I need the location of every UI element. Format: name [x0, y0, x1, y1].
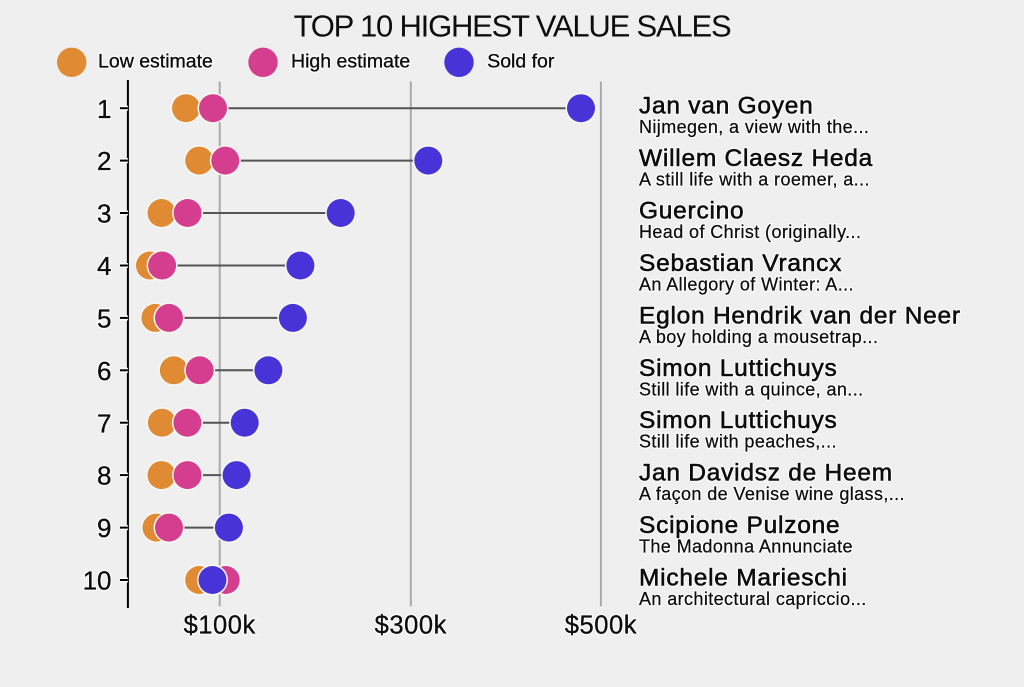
svg-text:An Allegory of Winter: A...: An Allegory of Winter: A...: [639, 275, 854, 295]
svg-text:$300k: $300k: [375, 611, 447, 639]
svg-text:8: 8: [97, 461, 111, 491]
svg-text:$100k: $100k: [184, 611, 256, 639]
svg-text:1: 1: [97, 94, 111, 124]
svg-text:Michele Marieschi: Michele Marieschi: [639, 565, 848, 592]
svg-text:Still life with a quince, an..: Still life with a quince, an...: [639, 379, 864, 399]
svg-text:An architectural capriccio...: An architectural capriccio...: [639, 589, 867, 609]
svg-text:High estimate: High estimate: [291, 51, 410, 73]
svg-text:Jan van Goyen: Jan van Goyen: [639, 93, 814, 120]
svg-text:Willem Claesz Heda: Willem Claesz Heda: [639, 145, 873, 172]
svg-text:A still life with a roemer, a.: A still life with a roemer, a...: [639, 170, 870, 190]
svg-text:Nijmegen, a view with the...: Nijmegen, a view with the...: [639, 117, 869, 137]
svg-text:9: 9: [97, 513, 111, 543]
svg-text:2: 2: [97, 146, 111, 176]
svg-text:Simon Luttichuys: Simon Luttichuys: [639, 407, 838, 434]
svg-text:A still life with a roemer, a.: A still life with a roemer, a...: [639, 170, 870, 190]
svg-text:4: 4: [97, 251, 111, 281]
svg-text:3: 3: [97, 199, 111, 229]
svg-text:6: 6: [97, 356, 111, 386]
svg-text:Eglon Hendrik van der Neer: Eglon Hendrik van der Neer: [639, 302, 961, 329]
svg-text:The Madonna Annunciate: The Madonna Annunciate: [639, 537, 853, 557]
svg-text:Still life with peaches,...: Still life with peaches,...: [639, 432, 837, 452]
svg-text:An architectural capriccio...: An architectural capriccio...: [639, 589, 867, 609]
svg-text:A façon de Venise wine glass,.: A façon de Venise wine glass,...: [639, 484, 905, 504]
svg-text:4: 4: [97, 251, 111, 281]
svg-text:Guercino: Guercino: [639, 198, 744, 225]
svg-text:An Allegory of Winter: A...: An Allegory of Winter: A...: [639, 275, 854, 295]
svg-text:A boy holding a mousetrap...: A boy holding a mousetrap...: [639, 327, 878, 347]
svg-text:$500k: $500k: [565, 611, 637, 639]
svg-text:Jan Davidsz de Heem: Jan Davidsz de Heem: [639, 460, 893, 487]
svg-text:$100k: $100k: [184, 611, 256, 639]
svg-text:Sold for: Sold for: [487, 51, 555, 73]
svg-text:Jan van Goyen: Jan van Goyen: [639, 93, 814, 120]
svg-text:2: 2: [97, 146, 111, 176]
svg-text:10: 10: [83, 566, 112, 596]
svg-text:3: 3: [97, 199, 111, 229]
svg-text:Simon Luttichuys: Simon Luttichuys: [639, 355, 838, 382]
svg-text:The Madonna Annunciate: The Madonna Annunciate: [639, 537, 853, 557]
svg-text:Sebastian Vrancx: Sebastian Vrancx: [639, 250, 842, 277]
svg-text:Sebastian Vrancx: Sebastian Vrancx: [639, 250, 842, 277]
svg-text:5: 5: [97, 304, 111, 334]
svg-text:Jan Davidsz de Heem: Jan Davidsz de Heem: [639, 460, 893, 487]
svg-text:Eglon Hendrik van der Neer: Eglon Hendrik van der Neer: [639, 302, 961, 329]
svg-text:Simon Luttichuys: Simon Luttichuys: [639, 355, 838, 382]
svg-text:Still life with a quince, an..: Still life with a quince, an...: [639, 379, 864, 399]
svg-text:A boy holding a mousetrap...: A boy holding a mousetrap...: [639, 327, 878, 347]
svg-text:Low estimate: Low estimate: [98, 51, 213, 73]
svg-text:High estimate: High estimate: [291, 51, 410, 73]
svg-text:Simon Luttichuys: Simon Luttichuys: [639, 407, 838, 434]
svg-text:10: 10: [83, 566, 112, 596]
svg-text:1: 1: [97, 94, 111, 124]
svg-text:7: 7: [97, 408, 111, 438]
svg-text:9: 9: [97, 513, 111, 543]
svg-text:Michele Marieschi: Michele Marieschi: [639, 565, 848, 592]
svg-text:6: 6: [97, 356, 111, 386]
svg-text:Guercino: Guercino: [639, 198, 744, 225]
svg-text:Willem Claesz Heda: Willem Claesz Heda: [639, 145, 873, 172]
svg-text:7: 7: [97, 408, 111, 438]
svg-text:A façon de Venise wine glass,.: A façon de Venise wine glass,...: [639, 484, 905, 504]
svg-text:5: 5: [97, 304, 111, 334]
svg-text:Still life with peaches,...: Still life with peaches,...: [639, 432, 837, 452]
svg-text:8: 8: [97, 461, 111, 491]
svg-text:Scipione Pulzone: Scipione Pulzone: [639, 512, 840, 539]
svg-text:$500k: $500k: [565, 611, 637, 639]
svg-text:Nijmegen, a view with the...: Nijmegen, a view with the...: [639, 117, 869, 137]
svg-text:Low estimate: Low estimate: [98, 51, 213, 73]
svg-text:Sold for: Sold for: [487, 51, 555, 73]
svg-text:Head of Christ (originally...: Head of Christ (originally...: [639, 222, 861, 242]
svg-text:Head of Christ (originally...: Head of Christ (originally...: [639, 222, 861, 242]
svg-text:$300k: $300k: [375, 611, 447, 639]
svg-text:Scipione Pulzone: Scipione Pulzone: [639, 512, 840, 539]
svg-text:TOP 10 HIGHEST VALUE SALES: TOP 10 HIGHEST VALUE SALES: [294, 9, 731, 44]
